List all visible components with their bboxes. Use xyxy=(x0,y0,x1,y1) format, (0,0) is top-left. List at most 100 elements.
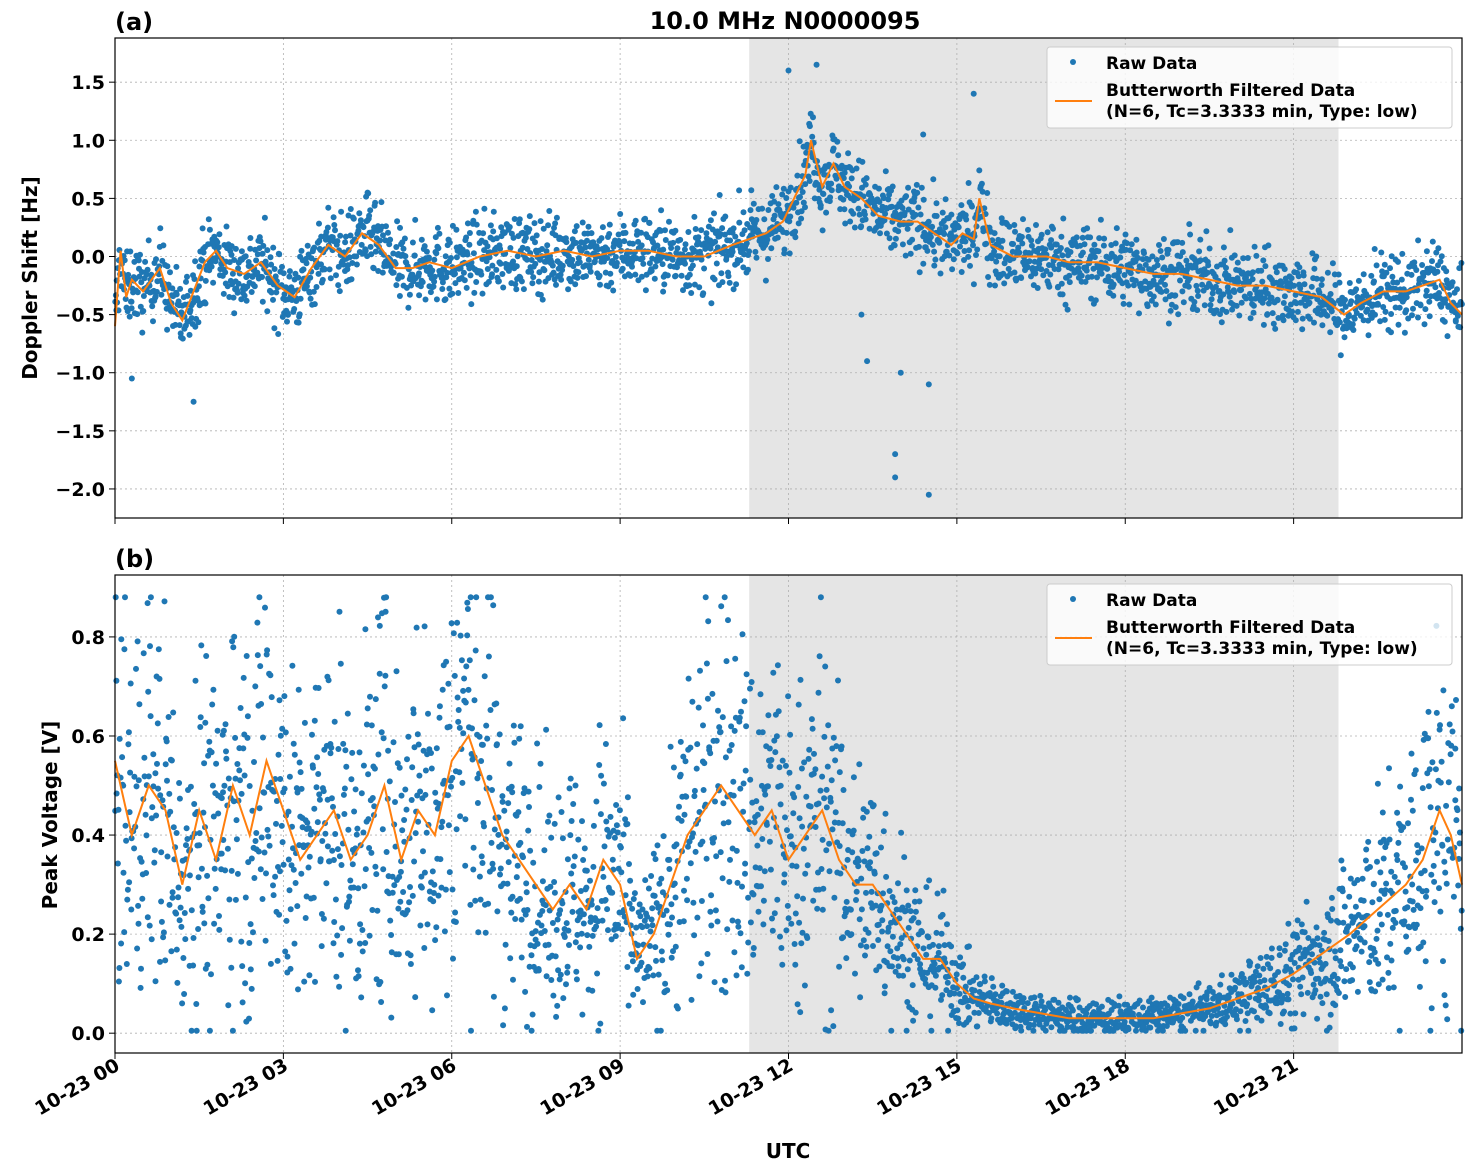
raw-data-point xyxy=(123,837,130,844)
raw-data-point xyxy=(579,219,586,226)
raw-data-point xyxy=(639,906,646,913)
raw-data-point xyxy=(371,765,378,772)
raw-data-point xyxy=(199,908,206,915)
raw-data-point xyxy=(1042,246,1049,253)
raw-data-point xyxy=(154,720,161,727)
raw-data-point xyxy=(214,239,221,246)
raw-data-point xyxy=(147,594,154,601)
raw-data-point xyxy=(895,228,902,235)
raw-data-point xyxy=(147,643,153,650)
raw-data-point xyxy=(259,274,265,280)
raw-data-point xyxy=(595,1027,602,1034)
raw-data-point xyxy=(764,236,771,243)
raw-data-point xyxy=(596,722,603,729)
raw-data-point xyxy=(722,213,729,220)
raw-data-point xyxy=(520,854,526,861)
raw-data-point xyxy=(824,763,831,770)
raw-data-point xyxy=(600,873,607,880)
raw-data-point xyxy=(1240,255,1247,262)
raw-data-point xyxy=(540,225,547,232)
raw-data-point xyxy=(598,235,605,242)
raw-data-point xyxy=(139,329,146,336)
raw-data-point xyxy=(365,816,372,823)
raw-data-point xyxy=(1093,1001,1100,1008)
raw-data-point xyxy=(371,803,378,810)
raw-data-point xyxy=(1240,975,1247,982)
raw-data-point xyxy=(282,729,289,736)
raw-data-point xyxy=(406,899,413,906)
raw-data-point xyxy=(1083,267,1090,274)
raw-data-point xyxy=(351,808,358,815)
raw-data-point xyxy=(882,810,889,817)
raw-data-point xyxy=(642,877,649,884)
raw-data-point xyxy=(498,224,505,231)
raw-data-point xyxy=(750,891,757,898)
raw-data-point xyxy=(247,966,254,973)
raw-data-point xyxy=(449,222,456,229)
raw-data-point xyxy=(575,269,582,276)
raw-data-point xyxy=(247,921,254,928)
raw-data-point xyxy=(1287,1010,1294,1017)
raw-data-point xyxy=(554,916,561,923)
raw-data-point xyxy=(1296,264,1303,271)
raw-data-point xyxy=(244,713,251,720)
raw-data-point xyxy=(397,898,404,905)
raw-data-point xyxy=(1254,1014,1261,1021)
raw-data-point xyxy=(931,248,938,255)
raw-data-point xyxy=(1053,241,1060,248)
raw-data-point xyxy=(644,923,650,930)
raw-data-point xyxy=(366,845,373,851)
raw-data-point xyxy=(778,945,785,951)
raw-data-point xyxy=(948,943,955,950)
raw-data-point xyxy=(356,210,363,217)
raw-data-point xyxy=(793,199,800,206)
raw-data-point xyxy=(208,263,215,270)
raw-data-point xyxy=(467,901,474,908)
raw-data-point xyxy=(281,785,288,792)
raw-data-point xyxy=(412,216,419,223)
raw-data-point xyxy=(691,932,698,939)
raw-data-point xyxy=(576,259,583,266)
raw-data-point xyxy=(779,961,786,968)
raw-data-point xyxy=(1073,234,1080,241)
raw-data-point xyxy=(719,279,726,286)
raw-data-point xyxy=(497,871,503,878)
raw-data-point xyxy=(1097,216,1104,223)
raw-data-point xyxy=(230,798,237,805)
raw-data-point xyxy=(1288,275,1295,282)
raw-data-point xyxy=(1235,278,1242,285)
raw-data-point xyxy=(311,301,318,308)
raw-data-point xyxy=(580,911,587,918)
raw-data-point xyxy=(286,273,293,280)
raw-data-point xyxy=(1031,258,1038,265)
raw-data-point xyxy=(629,958,636,965)
raw-data-point xyxy=(1242,1018,1249,1024)
raw-data-point xyxy=(1159,254,1166,261)
raw-data-point xyxy=(1047,271,1054,278)
raw-data-point xyxy=(1203,996,1210,1003)
raw-data-point xyxy=(210,686,217,693)
raw-data-point xyxy=(949,266,956,273)
raw-data-point xyxy=(1060,215,1067,222)
raw-data-point xyxy=(1012,228,1018,235)
raw-data-point xyxy=(479,741,486,748)
raw-data-point xyxy=(528,1027,535,1034)
raw-data-point xyxy=(1294,917,1301,924)
raw-data-point xyxy=(291,751,298,758)
raw-data-point xyxy=(528,257,535,263)
raw-data-point xyxy=(912,211,919,218)
raw-data-point xyxy=(140,308,147,314)
raw-data-point xyxy=(920,196,927,203)
raw-data-point xyxy=(315,270,322,277)
raw-data-point xyxy=(456,769,463,776)
raw-data-point xyxy=(222,721,229,728)
raw-data-point xyxy=(1371,278,1377,285)
raw-data-point xyxy=(723,253,730,260)
raw-data-point xyxy=(347,877,354,884)
raw-data-point xyxy=(782,814,788,821)
raw-data-point xyxy=(595,246,601,253)
raw-data-point xyxy=(820,191,827,197)
raw-data-point xyxy=(295,319,302,326)
raw-data-point xyxy=(1408,271,1415,278)
raw-data-point xyxy=(659,261,666,268)
